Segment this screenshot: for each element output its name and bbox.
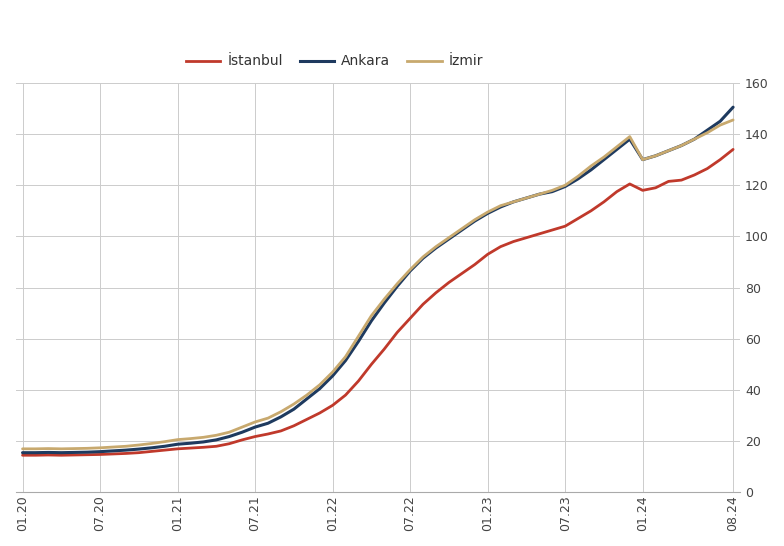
Ankara [276,413,285,420]
Line: İzmir: İzmir [23,120,733,449]
Legend: İstanbul, Ankara, İzmir: İstanbul, Ankara, İzmir [180,49,488,74]
Ankara [728,104,738,110]
Ankara [419,255,428,262]
İzmir [18,446,27,452]
İstanbul [457,270,466,277]
İstanbul [276,428,285,434]
İzmir [419,253,428,260]
İstanbul [728,146,738,153]
Ankara [561,183,570,190]
İzmir [457,225,466,232]
İzmir [31,446,40,452]
İstanbul [31,452,40,459]
İzmir [276,408,285,415]
Line: Ankara: Ankara [23,107,733,453]
Ankara [483,210,492,217]
İstanbul [483,251,492,258]
Ankara [18,449,27,456]
Ankara [31,449,40,456]
Line: İstanbul: İstanbul [23,150,733,455]
İzmir [728,117,738,123]
İstanbul [561,223,570,229]
İzmir [561,182,570,188]
İstanbul [18,452,27,459]
Ankara [457,227,466,233]
İzmir [483,209,492,215]
İstanbul [419,301,428,307]
